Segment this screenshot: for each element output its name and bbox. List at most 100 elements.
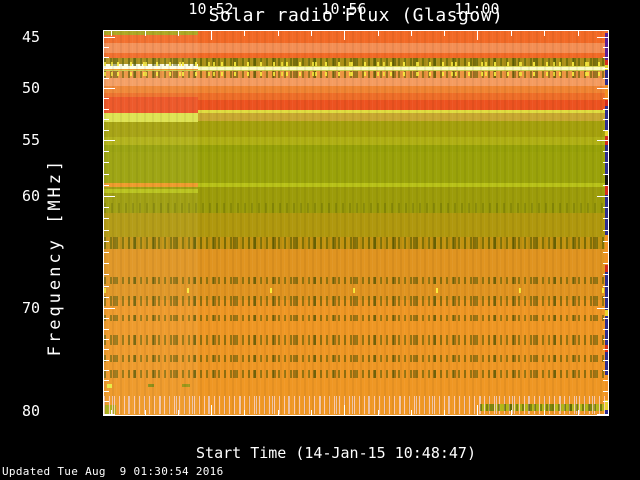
y-minor-tick [603,380,608,381]
y-tick-label: 70 [21,299,40,317]
heatmap-texture [104,277,608,284]
x-minor-tick [578,31,579,36]
x-major-tick [344,405,345,415]
updated-timestamp: Updated Tue Aug 9 01:30:54 2016 [2,465,224,478]
edge-column-segment [605,310,608,316]
y-minor-tick [104,47,109,48]
y-minor-tick [104,130,109,131]
y-minor-tick [104,380,109,381]
x-minor-tick [311,31,312,36]
x-minor-tick [178,31,179,36]
x-major-tick [477,405,478,415]
heatmap-band [198,113,608,121]
y-major-tick [104,88,115,89]
heatmap-band [104,43,608,53]
heatmap-band [104,78,608,86]
x-minor-tick [244,31,245,36]
heatmap-band [104,93,608,100]
x-minor-tick [378,410,379,415]
y-minor-tick [104,218,109,219]
y-minor-tick [104,360,109,361]
heatmap-texture [104,31,198,415]
x-major-tick [477,31,478,40]
y-minor-tick [104,162,109,163]
y-minor-tick [104,207,109,208]
heatmap-texture [480,404,606,411]
y-minor-tick [104,401,109,402]
x-minor-tick [145,31,146,36]
y-major-tick [597,414,608,415]
y-minor-tick [104,391,109,392]
heatmap-band [198,100,608,110]
heatmap-band [104,145,608,152]
y-minor-tick [603,318,608,319]
x-minor-tick [178,410,179,415]
x-axis-title: Start Time (14-Jan-15 10:48:47) [196,444,476,462]
heatmap-texture [104,203,608,213]
heatmap-band [104,152,608,183]
plot-frame [103,30,609,416]
y-minor-tick [104,57,109,58]
y-minor-tick [104,78,109,79]
y-minor-tick [104,318,109,319]
edge-column-segment [605,375,608,400]
heatmap-texture [104,335,608,345]
y-minor-tick [104,230,109,231]
edge-column-segment [605,316,608,345]
y-minor-tick [603,218,608,219]
y-minor-tick [104,274,109,275]
x-tick-label: 10:52 [188,0,234,18]
y-minor-tick [603,252,608,253]
y-major-tick [597,308,608,309]
y-minor-tick [603,47,608,48]
heatmap-band [104,86,608,93]
y-minor-tick [603,286,608,287]
heatmap-texture [104,237,608,249]
x-minor-tick [444,410,445,415]
x-tick-label: 10:56 [321,0,367,18]
y-minor-tick [104,349,109,350]
heatmap-band [104,213,608,237]
heatmap-band [104,137,608,145]
heatmap-texture [104,72,608,76]
heatmap-band [104,189,198,193]
y-minor-tick [603,162,608,163]
y-minor-tick [603,151,608,152]
edge-column-segment [605,400,608,410]
y-minor-tick [104,68,109,69]
heatmap-band [104,121,608,137]
edge-column-segment [605,65,608,70]
y-tick-label: 60 [21,187,40,205]
chart-title: Solar radio Flux (Glasgow) [208,5,504,26]
y-tick-label: 80 [21,402,40,420]
y-minor-tick [104,339,109,340]
x-tick-label: 11:00 [454,0,500,18]
heatmap-texture [104,62,608,66]
y-minor-tick [603,207,608,208]
heatmap-band [104,113,198,122]
heatmap-band [198,110,608,113]
heatmap-band [148,384,154,387]
y-minor-tick [104,286,109,287]
edge-column-segment [605,175,608,185]
edge-column-segment [605,272,608,310]
y-minor-tick [603,109,608,110]
heatmap-texture [104,288,608,293]
x-major-tick [344,31,345,40]
y-minor-tick [104,241,109,242]
y-minor-tick [104,119,109,120]
y-major-tick [104,414,115,415]
heatmap-band [182,384,190,387]
y-minor-tick [104,98,109,99]
edge-column-segment [605,195,608,235]
heatmap-band [198,66,608,67]
edge-column-segment [605,130,608,136]
y-major-tick [104,37,115,38]
y-minor-tick [603,57,608,58]
y-tick-label: 55 [21,131,40,149]
y-minor-tick [603,391,608,392]
x-minor-tick [444,31,445,36]
y-minor-tick [603,401,608,402]
x-minor-tick [311,410,312,415]
x-minor-tick [111,31,112,36]
